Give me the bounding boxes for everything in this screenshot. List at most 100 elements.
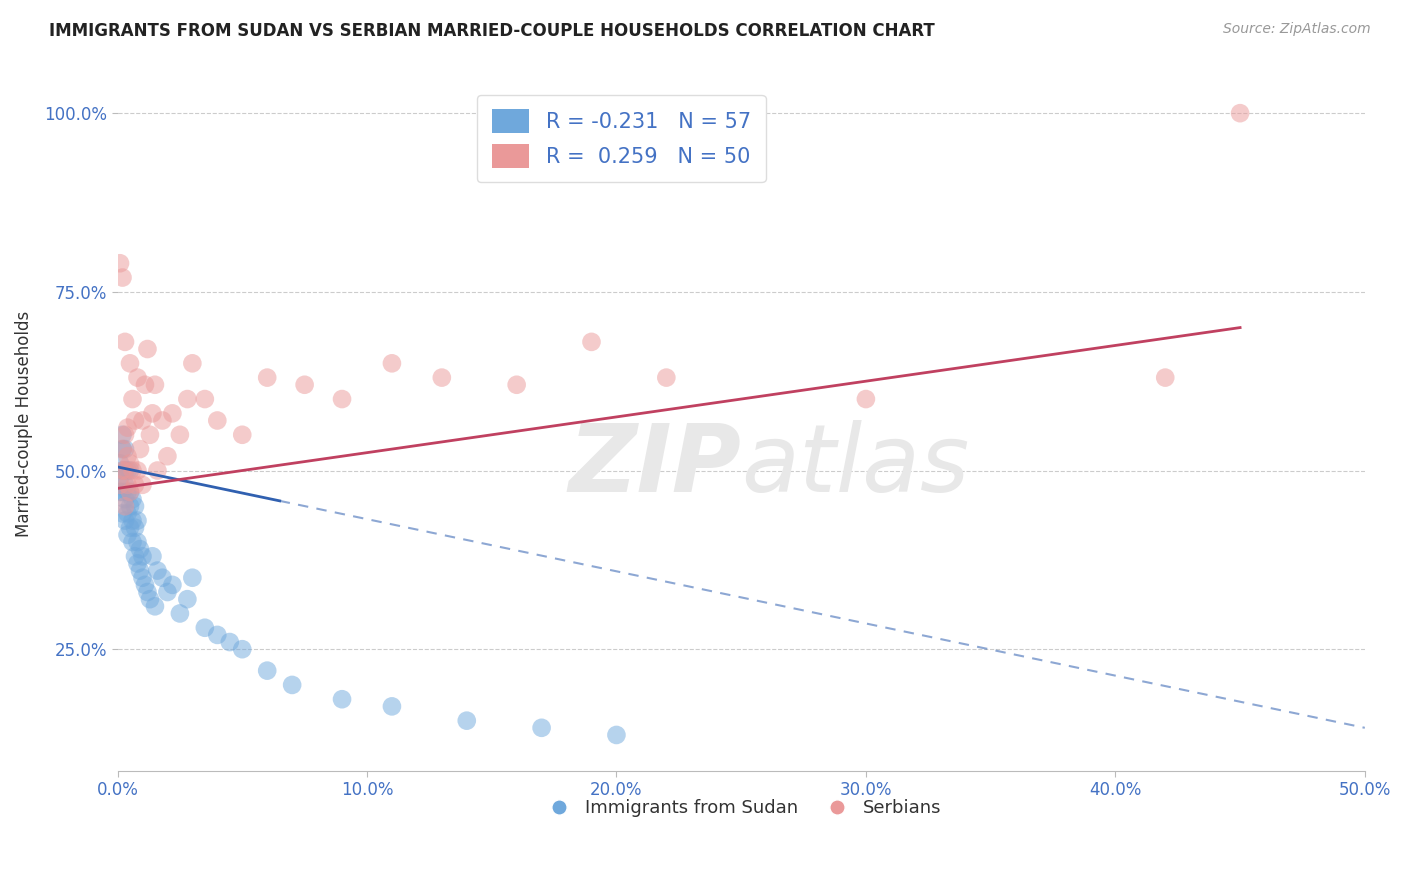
- Point: [114, 478, 136, 492]
- Point: [207, 628, 229, 642]
- Text: IMMIGRANTS FROM SUDAN VS SERBIAN MARRIED-COUPLE HOUSEHOLDS CORRELATION CHART: IMMIGRANTS FROM SUDAN VS SERBIAN MARRIED…: [49, 22, 935, 40]
- Point: [117, 485, 139, 500]
- Point: [131, 549, 153, 564]
- Point: [156, 585, 179, 599]
- Point: [108, 485, 131, 500]
- Point: [124, 413, 146, 427]
- Point: [456, 714, 478, 728]
- Text: ZIP: ZIP: [568, 419, 741, 512]
- Point: [136, 342, 159, 356]
- Point: [111, 507, 134, 521]
- Point: [256, 370, 278, 384]
- Point: [127, 535, 149, 549]
- Point: [118, 456, 141, 470]
- Point: [118, 356, 141, 370]
- Point: [281, 678, 304, 692]
- Point: [146, 564, 169, 578]
- Point: [330, 392, 353, 406]
- Point: [141, 549, 163, 564]
- Point: [111, 485, 134, 500]
- Point: [162, 406, 184, 420]
- Point: [121, 392, 143, 406]
- Point: [129, 542, 152, 557]
- Point: [181, 356, 204, 370]
- Point: [176, 392, 198, 406]
- Point: [194, 621, 217, 635]
- Point: [124, 500, 146, 514]
- Point: [114, 514, 136, 528]
- Point: [117, 449, 139, 463]
- Point: [114, 463, 136, 477]
- Point: [231, 427, 253, 442]
- Point: [294, 377, 316, 392]
- Point: [146, 463, 169, 477]
- Point: [121, 492, 143, 507]
- Point: [111, 270, 134, 285]
- Y-axis label: Married-couple Households: Married-couple Households: [15, 311, 32, 537]
- Point: [131, 571, 153, 585]
- Point: [108, 478, 131, 492]
- Point: [118, 485, 141, 500]
- Point: [1229, 106, 1251, 120]
- Point: [134, 377, 156, 392]
- Point: [156, 449, 179, 463]
- Point: [381, 356, 404, 370]
- Point: [114, 427, 136, 442]
- Point: [127, 514, 149, 528]
- Point: [114, 500, 136, 514]
- Point: [111, 427, 134, 442]
- Point: [118, 463, 141, 477]
- Point: [505, 377, 527, 392]
- Point: [162, 578, 184, 592]
- Point: [136, 585, 159, 599]
- Point: [117, 420, 139, 434]
- Point: [152, 571, 174, 585]
- Point: [108, 456, 131, 470]
- Point: [143, 599, 166, 614]
- Point: [605, 728, 627, 742]
- Point: [127, 370, 149, 384]
- Point: [381, 699, 404, 714]
- Text: atlas: atlas: [741, 420, 969, 511]
- Point: [1154, 370, 1177, 384]
- Point: [114, 463, 136, 477]
- Point: [108, 471, 131, 485]
- Point: [121, 514, 143, 528]
- Point: [117, 507, 139, 521]
- Point: [169, 607, 191, 621]
- Point: [124, 521, 146, 535]
- Point: [111, 442, 134, 456]
- Point: [124, 478, 146, 492]
- Point: [231, 642, 253, 657]
- Point: [855, 392, 877, 406]
- Point: [127, 557, 149, 571]
- Point: [127, 463, 149, 477]
- Point: [118, 521, 141, 535]
- Point: [218, 635, 240, 649]
- Point: [256, 664, 278, 678]
- Point: [169, 427, 191, 442]
- Point: [118, 500, 141, 514]
- Point: [114, 334, 136, 349]
- Point: [129, 442, 152, 456]
- Point: [207, 413, 229, 427]
- Point: [111, 463, 134, 477]
- Point: [118, 485, 141, 500]
- Point: [117, 463, 139, 477]
- Point: [124, 549, 146, 564]
- Point: [111, 463, 134, 477]
- Point: [134, 578, 156, 592]
- Point: [181, 571, 204, 585]
- Point: [114, 442, 136, 456]
- Point: [139, 592, 162, 607]
- Point: [139, 427, 162, 442]
- Point: [117, 478, 139, 492]
- Point: [655, 370, 678, 384]
- Point: [129, 564, 152, 578]
- Point: [152, 413, 174, 427]
- Point: [141, 406, 163, 420]
- Point: [114, 492, 136, 507]
- Point: [131, 478, 153, 492]
- Point: [143, 377, 166, 392]
- Legend: Immigrants from Sudan, Serbians: Immigrants from Sudan, Serbians: [534, 791, 949, 824]
